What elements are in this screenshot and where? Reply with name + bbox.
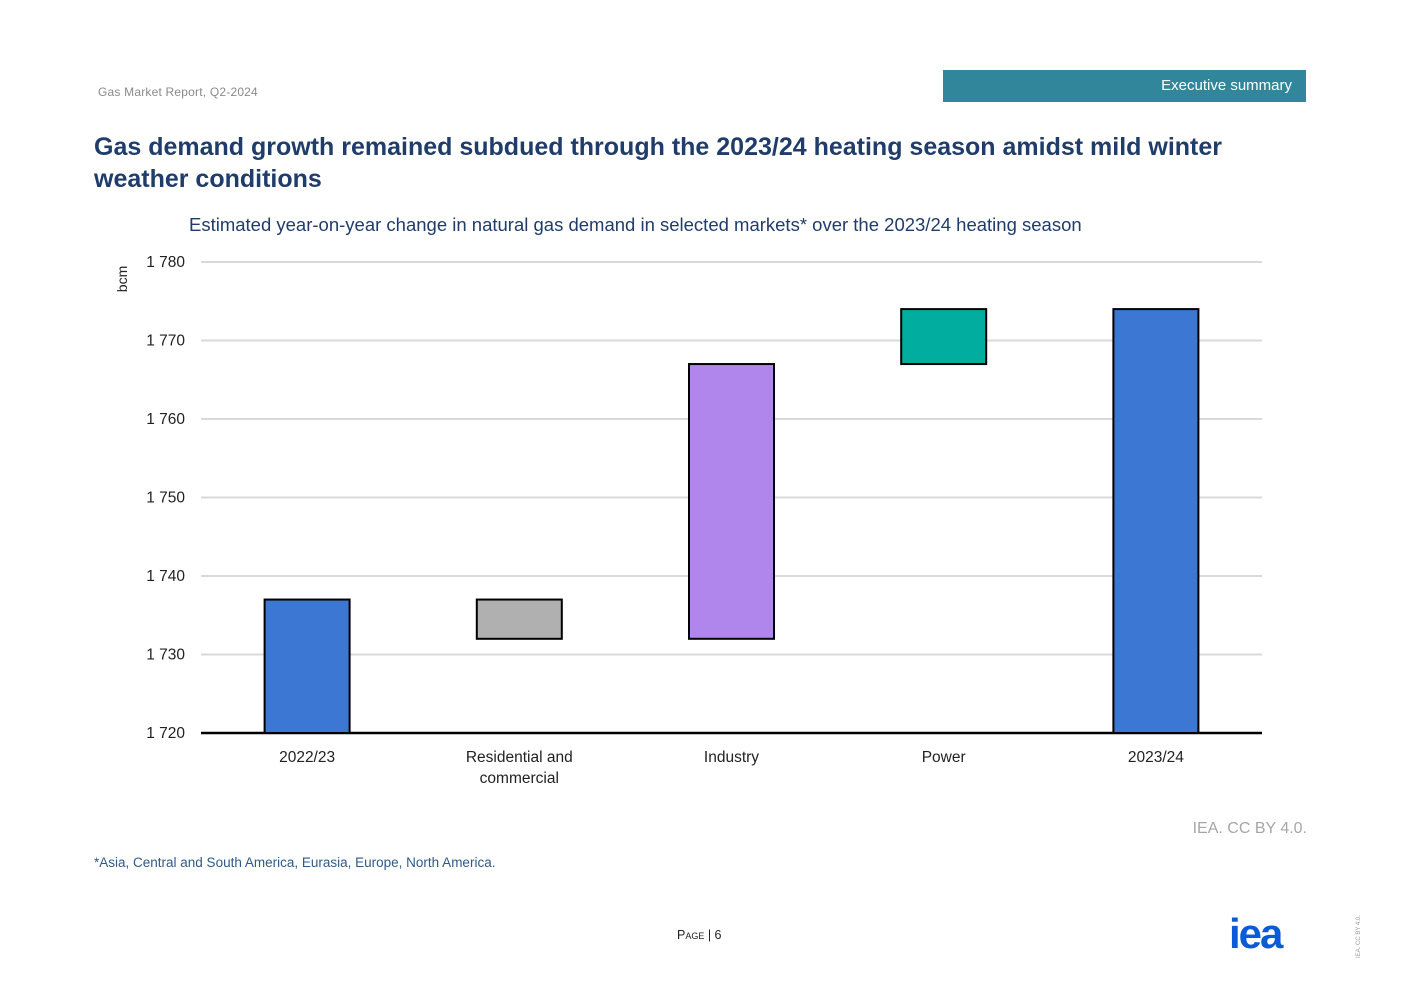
iea-logo[interactable]: iea: [1229, 916, 1309, 952]
bar-power: [900, 308, 988, 366]
bar-2022-23: [263, 598, 351, 734]
page-word: Page: [677, 928, 705, 942]
y-tick-label: 1 750: [146, 490, 185, 507]
x-tick-label: 2022/23: [279, 749, 335, 766]
x-tick-label: commercial: [480, 770, 559, 787]
bar-residential-and-commercial: [475, 598, 563, 640]
x-tick-label: Residential and: [466, 749, 573, 766]
page-headline: Gas demand growth remained subdued throu…: [94, 133, 1223, 193]
side-license: IEA. CC BY 4.0.: [1356, 915, 1362, 958]
y-tick-label: 1 770: [146, 333, 185, 350]
page-separator: |: [704, 928, 715, 942]
x-tick-label: Power: [922, 749, 966, 766]
page-number-value: 6: [714, 928, 722, 942]
x-tick-label: 2023/24: [1128, 749, 1184, 766]
y-axis-label: bcm: [114, 266, 130, 292]
report-name: Gas Market Report, Q2-2024: [98, 85, 258, 99]
y-tick-label: 1 720: [146, 725, 185, 742]
chart-title: Estimated year-on-year change in natural…: [189, 214, 1082, 235]
page-number: Page | 6: [677, 928, 722, 942]
iea-logo-text: iea: [1229, 916, 1284, 952]
y-tick-label: 1 730: [146, 647, 185, 664]
chart-footnote: *Asia, Central and South America, Eurasi…: [94, 855, 496, 870]
chart-credit: IEA. CC BY 4.0.: [1192, 820, 1307, 837]
bar-2023-24: [1112, 308, 1200, 734]
y-tick-label: 1 740: [146, 568, 185, 585]
section-tab[interactable]: Executive summary: [943, 70, 1306, 102]
y-tick-label: 1 780: [146, 254, 185, 271]
x-tick-label: Industry: [704, 749, 759, 766]
bar-industry: [688, 363, 775, 640]
y-tick-label: 1 760: [146, 411, 185, 428]
